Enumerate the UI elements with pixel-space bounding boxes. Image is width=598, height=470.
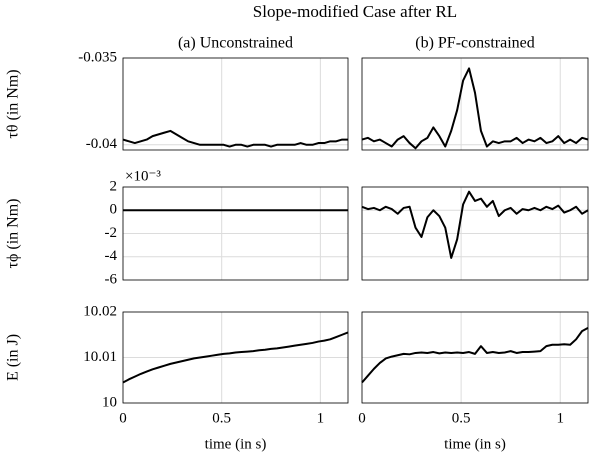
data-line [122,129,348,148]
y-tick-label: -0.04 [86,136,118,152]
y-tick-label: 10.02 [83,303,117,319]
x-tick-label: 1 [556,410,564,426]
y-tick-label: 10 [102,394,117,410]
x-axis-label: time (in s) [444,436,506,452]
plot-area [362,58,588,150]
x-tick-label: 0 [358,410,366,426]
y-tick-label: -2 [105,225,118,241]
plot-frame [361,186,589,281]
data-line [361,67,589,150]
x-tick-label: 0.5 [452,410,471,426]
data-line [361,190,589,259]
plot-frame [361,311,589,404]
y-tick-label: -0.035 [78,49,117,65]
data-line [361,327,589,384]
y-tick-label: -4 [105,248,118,264]
x-axis-label: time (in s) [205,436,267,452]
y-axis-label: E (in J) [5,334,22,381]
figure-title: Slope-modified Case after RL [253,2,457,21]
y-multiplier: ×10⁻³ [125,168,161,184]
plot-area [123,58,348,150]
x-tick-label: 0 [119,410,127,426]
x-tick-label: 0.5 [212,410,231,426]
y-tick-label: 2 [110,178,118,194]
y-tick-label: 10.01 [83,349,117,365]
subplot-title: (a) Unconstrained [178,35,293,52]
y-tick-label: -6 [105,271,118,287]
x-tick-label: 1 [317,410,325,426]
plot-frame [361,57,589,151]
y-tick-label: 0 [110,202,118,218]
plot-frame [122,186,349,281]
plot-frame [122,57,349,151]
data-line [122,331,349,384]
plot-frame [122,311,349,404]
subplot-title: (b) PF-constrained [415,35,535,52]
y-axis-label: τϕ (in Nm) [5,199,22,269]
y-axis-label: τθ (in Nm) [5,69,22,138]
